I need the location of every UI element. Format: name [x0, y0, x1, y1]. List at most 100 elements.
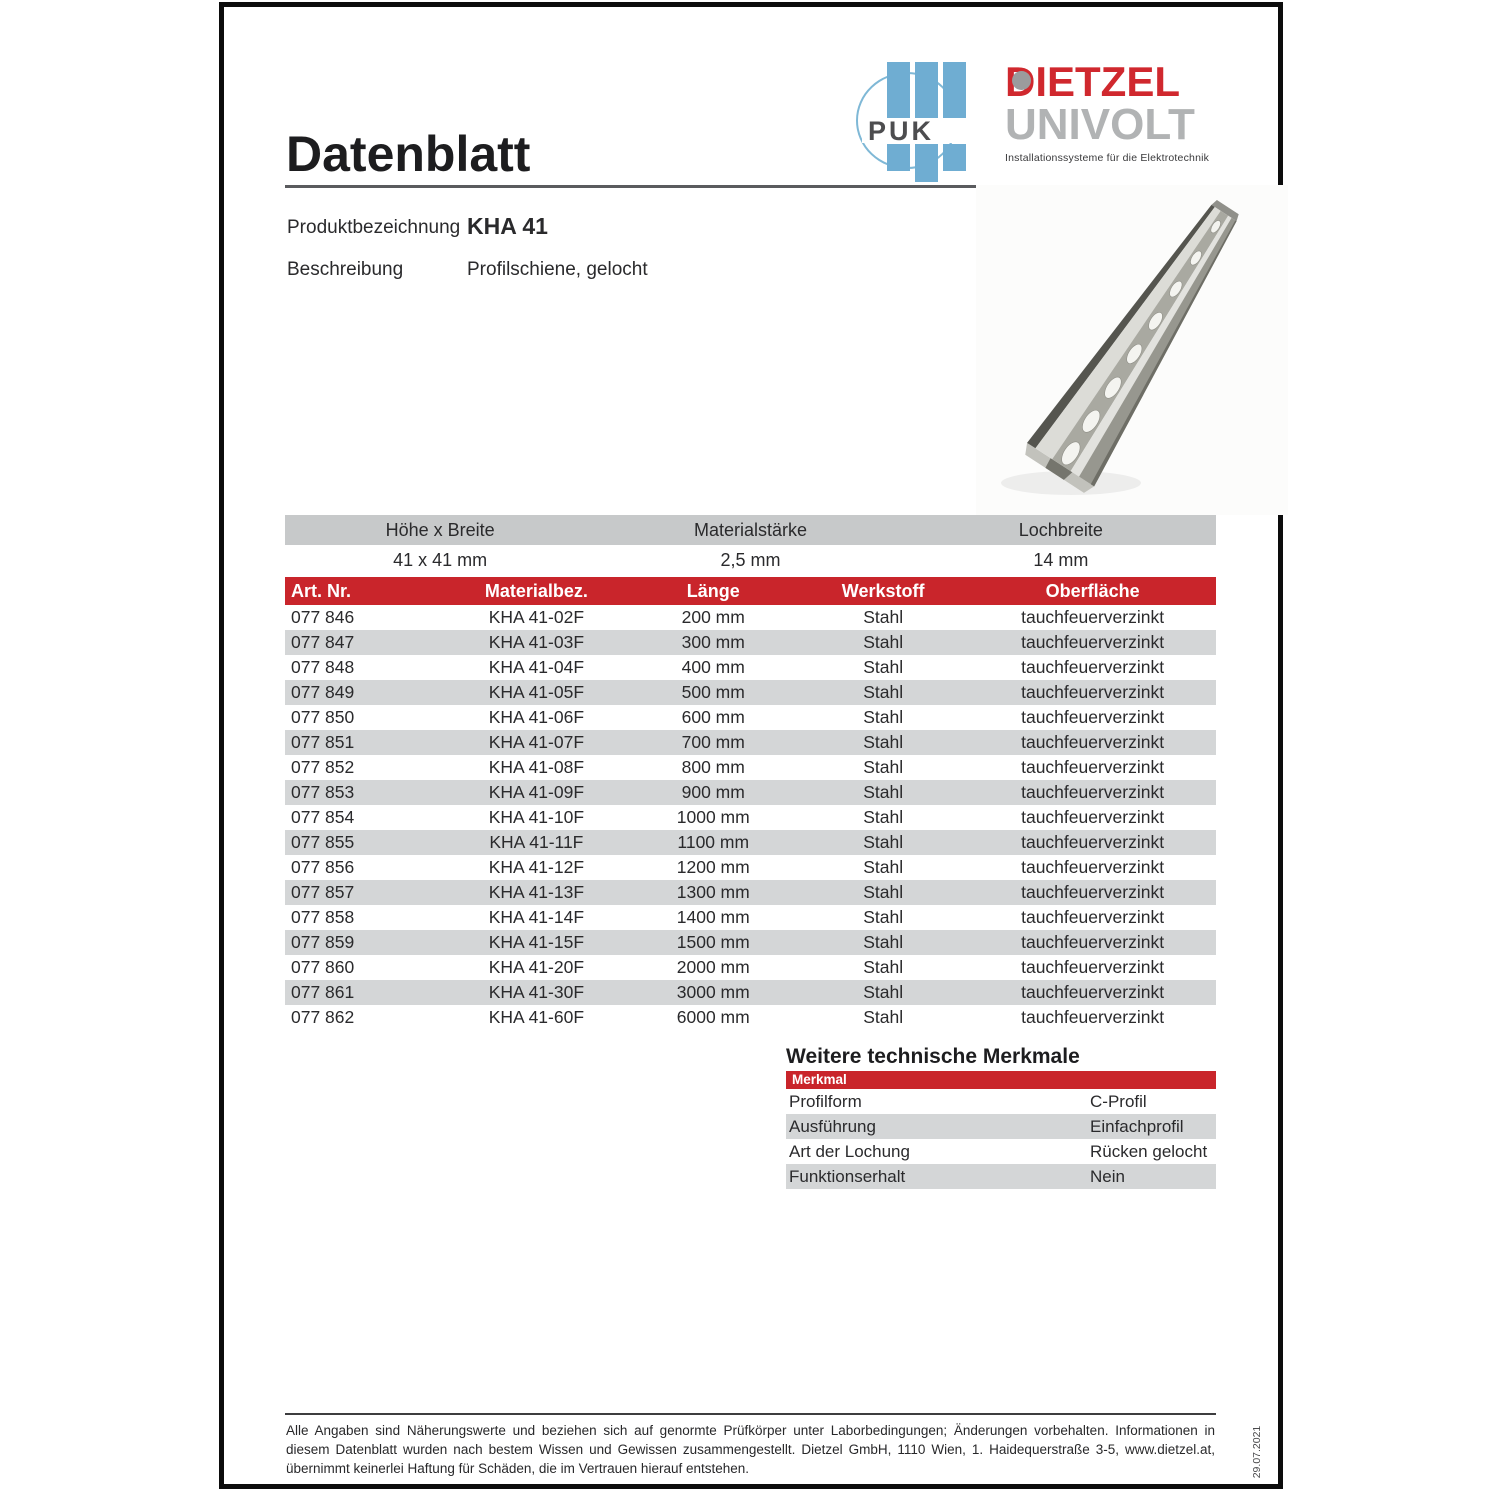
article-table-body: 077 846 KHA 41-02F 200 mm Stahl tauchfeuerve… [285, 605, 1216, 1030]
product-name-value: KHA 41 [467, 213, 548, 239]
table-cell: KHA 41-06F [488, 707, 585, 727]
table-cell: KHA 41-05F [488, 682, 585, 702]
table-cell: 077 861 [291, 982, 355, 1002]
merkmal-row: Funktionserhalt Nein [786, 1164, 1216, 1189]
header-divider [285, 185, 1216, 188]
table-cell: Stahl [863, 607, 904, 627]
table-cell: tauchfeuerverzinkt [1021, 932, 1165, 952]
table-cell: Stahl [863, 657, 904, 677]
table-row: 077 847 KHA 41-03F 300 mm Stahl tauchfeuerve… [285, 630, 1216, 655]
table-cell: 6000 mm [676, 1007, 750, 1027]
table-cell: 900 mm [681, 782, 745, 802]
brand-d-dot [1012, 71, 1031, 90]
table-cell: 077 846 [291, 607, 355, 627]
table-cell: tauchfeuerverzinkt [1021, 682, 1165, 702]
table-cell: KHA 41-02F [488, 607, 585, 627]
merkmal-key: Profilform [789, 1092, 862, 1111]
revision-date: 29.07.2021 [1251, 1425, 1263, 1479]
summary-value-row: 41 x 41 mm 2,5 mm 14 mm [285, 545, 1216, 575]
table-cell: 1500 mm [676, 932, 750, 952]
description-value: Profilschiene, gelocht [467, 259, 648, 280]
table-cell: tauchfeuerverzinkt [1021, 882, 1165, 902]
table-cell: 077 848 [291, 657, 355, 677]
table-cell: KHA 41-11F [489, 832, 584, 852]
article-table-header: Art. Nr. Materialbez. Länge Werkstoff Oberfl… [285, 577, 1216, 605]
table-cell: KHA 41-04F [488, 657, 585, 677]
table-cell: tauchfeuerverzinkt [1021, 1007, 1165, 1027]
table-cell: Stahl [863, 957, 904, 977]
table-row: 077 854 KHA 41-10F 1000 mm Stahl tauchfeuerv… [285, 805, 1216, 830]
merkmal-key: Art der Lochung [789, 1142, 910, 1161]
table-row: 077 853 KHA 41-09F 900 mm Stahl tauchfeuerve… [285, 780, 1216, 805]
table-cell: 077 851 [291, 732, 355, 752]
summary-value: 41 x 41 mm [393, 550, 488, 570]
datasheet-page: Datenblatt Produktbezeichnung KHA 41 Bes… [219, 2, 1288, 1489]
summary-value: 14 mm [1033, 550, 1089, 570]
table-cell: tauchfeuerverzinkt [1021, 732, 1165, 752]
table-cell: KHA 41-09F [488, 782, 585, 802]
table-cell: tauchfeuerverzinkt [1021, 907, 1165, 927]
summary-header-row: Höhe x Breite Materialstärke Lochbreite [285, 515, 1216, 545]
column-header: Länge [686, 581, 740, 601]
brand-logo: DIETZEL UNIVOLT Installationssysteme für… [1005, 58, 1217, 165]
table-row: 077 857 KHA 41-13F 1300 mm Stahl tauchfeuerv… [285, 880, 1216, 905]
table-cell: KHA 41-13F [488, 882, 585, 902]
table-cell: tauchfeuerverzinkt [1021, 607, 1165, 627]
merkmale-title: Weitere technische Merkmale [786, 1045, 1080, 1068]
footer-disclaimer: Alle Angaben sind Näherungswerte und bez… [286, 1423, 1215, 1476]
table-row: 077 860 KHA 41-20F 2000 mm Stahl tauchfeuerv… [285, 955, 1216, 980]
table-cell: 3000 mm [676, 982, 750, 1002]
table-cell: Stahl [863, 832, 904, 852]
merkmal-key: Funktionserhalt [789, 1167, 906, 1186]
merkmal-value: C-Profil [1090, 1092, 1147, 1111]
table-cell: 400 mm [681, 657, 745, 677]
table-cell: 500 mm [681, 682, 745, 702]
summary-column-header: Höhe x Breite [385, 520, 495, 540]
page-title: Datenblatt [286, 126, 531, 182]
table-cell: 1200 mm [676, 857, 750, 877]
table-cell: tauchfeuerverzinkt [1021, 807, 1165, 827]
table-row: 077 861 KHA 41-30F 3000 mm Stahl tauchfeuerv… [285, 980, 1216, 1005]
puk-logo: PUK [856, 57, 968, 183]
table-cell: 300 mm [681, 632, 745, 652]
puk-logo-text: PUK [868, 116, 935, 146]
table-cell: Stahl [863, 907, 904, 927]
merkmal-value: Nein [1090, 1167, 1125, 1186]
table-cell: KHA 41-12F [488, 857, 585, 877]
product-photo [976, 185, 1288, 515]
table-cell: KHA 41-10F [488, 807, 585, 827]
table-cell: 200 mm [681, 607, 745, 627]
column-header: Oberfläche [1045, 581, 1140, 601]
table-cell: KHA 41-30F [488, 982, 585, 1002]
table-cell: 077 849 [291, 682, 355, 702]
table-row: 077 852 KHA 41-08F 800 mm Stahl tauchfeuerve… [285, 755, 1216, 780]
table-row: 077 859 KHA 41-15F 1500 mm Stahl tauchfeuerv… [285, 930, 1216, 955]
table-cell: KHA 41-15F [488, 932, 585, 952]
table-cell: 077 854 [291, 807, 355, 827]
table-cell: 077 856 [291, 857, 355, 877]
merkmal-value: Einfachprofil [1090, 1117, 1184, 1136]
table-cell: Stahl [863, 782, 904, 802]
table-row: 077 855 KHA 41-11F 1100 mm Stahl tauchfeuerv… [285, 830, 1216, 855]
table-cell: 077 860 [291, 957, 355, 977]
table-cell: KHA 41-03F [488, 632, 585, 652]
merkmal-row: Ausführung Einfachprofil [786, 1114, 1216, 1139]
table-cell: tauchfeuerverzinkt [1021, 857, 1165, 877]
product-name-label: Produktbezeichnung [287, 217, 461, 238]
merkmale-header: Merkmal [786, 1071, 1216, 1089]
table-cell: 2000 mm [676, 957, 750, 977]
table-cell: 1100 mm [677, 832, 750, 852]
merkmal-value: Rücken gelocht [1090, 1142, 1208, 1161]
footer-divider [285, 1413, 1216, 1415]
table-row: 077 858 KHA 41-14F 1400 mm Stahl tauchfeuerv… [285, 905, 1216, 930]
table-cell: 077 847 [291, 632, 355, 652]
column-header: Werkstoff [841, 581, 925, 601]
table-cell: 077 855 [291, 832, 355, 852]
table-cell: Stahl [863, 807, 904, 827]
table-cell: 077 853 [291, 782, 355, 802]
table-cell: KHA 41-08F [488, 757, 585, 777]
table-cell: tauchfeuerverzinkt [1021, 757, 1165, 777]
table-cell: 1000 mm [676, 807, 750, 827]
table-cell: 077 852 [291, 757, 355, 777]
brand-dietzel: DIETZEL [1005, 58, 1180, 105]
